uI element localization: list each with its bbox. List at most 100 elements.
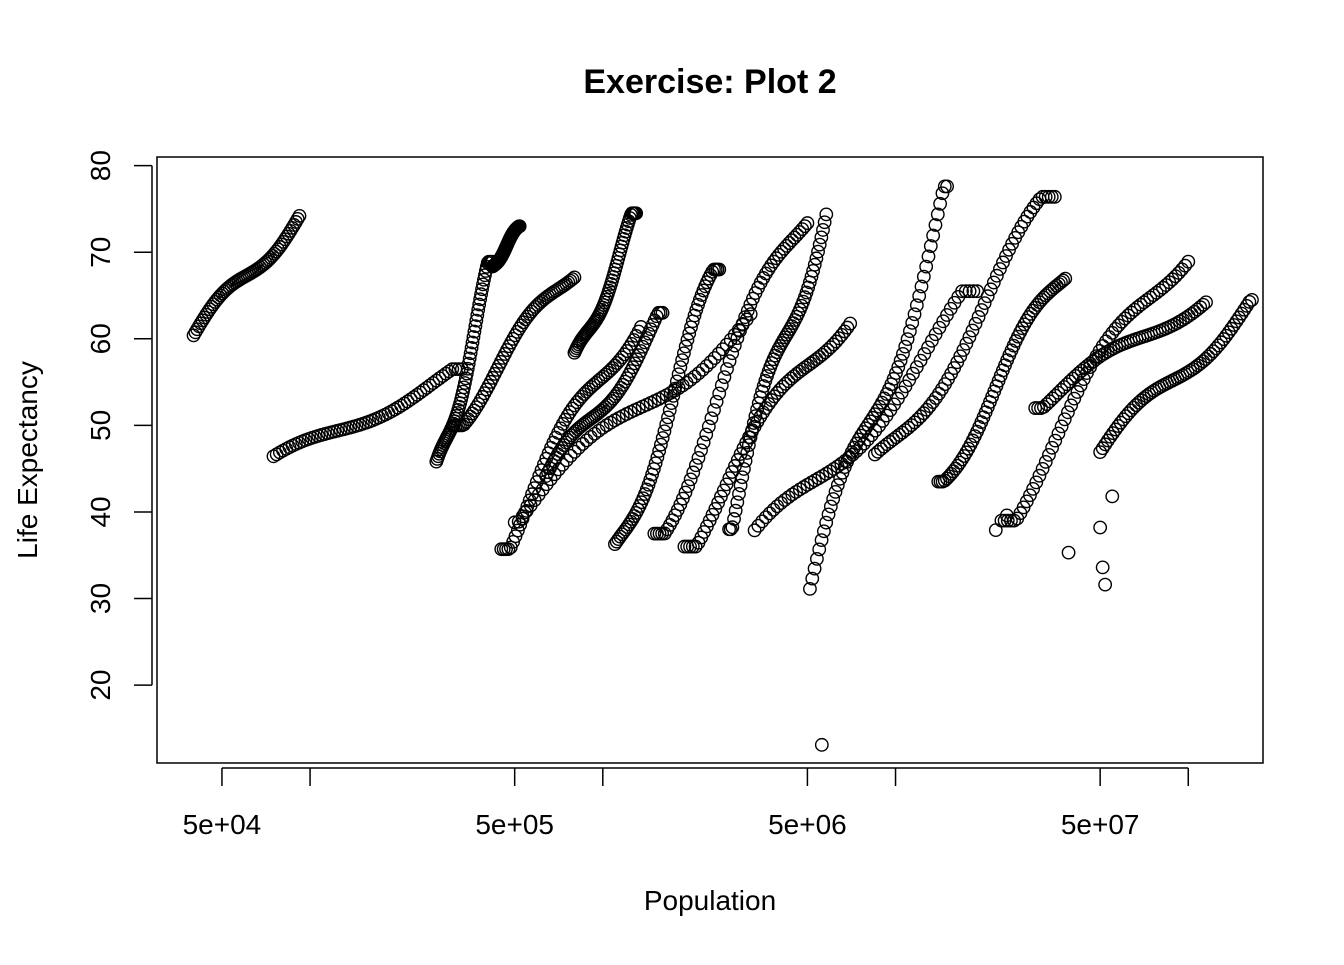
data-point — [993, 262, 1007, 276]
data-point — [723, 522, 738, 537]
data-point — [292, 208, 307, 223]
data-point — [717, 370, 732, 385]
data-point — [962, 284, 977, 299]
data-point — [1042, 447, 1056, 462]
data-point — [917, 347, 932, 361]
data-point — [804, 475, 819, 490]
data-point — [1124, 403, 1138, 418]
data-point — [807, 257, 822, 272]
data-point — [900, 332, 915, 346]
data-point — [806, 263, 820, 278]
data-point — [1108, 422, 1123, 437]
data-point — [1064, 398, 1079, 413]
data-point — [714, 378, 729, 393]
data-point — [727, 338, 742, 353]
data-point — [1041, 189, 1056, 204]
data-point — [853, 440, 868, 455]
data-point — [755, 384, 769, 399]
data-point — [921, 249, 936, 264]
data-point — [617, 347, 632, 362]
data-point — [1035, 461, 1050, 476]
data-point — [662, 403, 677, 418]
data-point — [953, 349, 968, 364]
data-point — [1038, 455, 1053, 469]
data-point — [471, 397, 486, 411]
data-point — [812, 237, 827, 252]
data-point — [974, 303, 989, 317]
data-point — [751, 518, 766, 533]
data-point — [712, 386, 727, 401]
data-point — [563, 405, 577, 420]
data-point — [1019, 313, 1034, 328]
data-point — [699, 359, 714, 373]
data-point — [613, 529, 628, 544]
data-point — [868, 423, 883, 438]
data-point — [956, 343, 971, 357]
data-point — [1105, 489, 1120, 504]
data-point — [1023, 488, 1037, 503]
data-point — [1067, 391, 1082, 406]
data-point — [575, 437, 590, 451]
data-point — [673, 360, 688, 375]
data-point — [817, 215, 832, 230]
data-point — [819, 207, 834, 222]
data-point — [1061, 405, 1075, 420]
data-point — [464, 341, 479, 355]
data-point — [1106, 426, 1120, 440]
data-point — [955, 452, 969, 467]
data-point — [805, 571, 820, 586]
y-tick-label: 70 — [85, 237, 116, 268]
data-point — [930, 207, 945, 222]
data-point — [1095, 441, 1110, 456]
data-point — [1219, 328, 1234, 343]
data-point — [659, 417, 674, 432]
data-point — [508, 328, 523, 343]
data-point — [599, 418, 614, 433]
data-point — [508, 529, 523, 544]
data-point — [1000, 513, 1015, 528]
data-point — [1201, 349, 1216, 364]
data-point — [907, 307, 922, 322]
data-point — [891, 360, 906, 374]
data-point — [707, 351, 722, 365]
data-point — [725, 520, 740, 535]
data-point — [803, 581, 817, 596]
data-point — [896, 346, 910, 361]
data-point — [759, 510, 773, 525]
data-point — [616, 377, 630, 392]
data-point — [738, 454, 753, 468]
data-point — [661, 410, 675, 425]
data-point — [1098, 437, 1113, 452]
data-point — [755, 514, 770, 529]
data-point — [1232, 310, 1246, 325]
data-point — [933, 196, 948, 211]
data-point — [671, 367, 686, 382]
data-point — [1093, 520, 1108, 535]
data-point — [816, 524, 831, 539]
data-point — [678, 485, 693, 500]
data-point — [893, 353, 908, 368]
data-point — [204, 299, 219, 314]
data-point — [958, 284, 973, 299]
data-point — [811, 244, 825, 259]
data-point — [797, 219, 812, 234]
data-point — [675, 353, 690, 368]
data-point — [815, 469, 830, 483]
data-point — [730, 495, 745, 510]
data-point — [1032, 468, 1047, 483]
data-point — [506, 331, 521, 346]
data-point — [843, 316, 858, 331]
data-point — [269, 244, 284, 259]
data-point — [512, 219, 527, 234]
data-point — [823, 499, 838, 514]
data-point — [740, 446, 755, 460]
data-point — [694, 443, 708, 458]
data-point — [962, 330, 977, 345]
data-point — [812, 542, 827, 557]
data-point — [1070, 385, 1085, 399]
data-point — [955, 284, 969, 299]
data-point — [603, 363, 618, 378]
data-point — [469, 313, 484, 328]
data-point — [666, 388, 681, 403]
